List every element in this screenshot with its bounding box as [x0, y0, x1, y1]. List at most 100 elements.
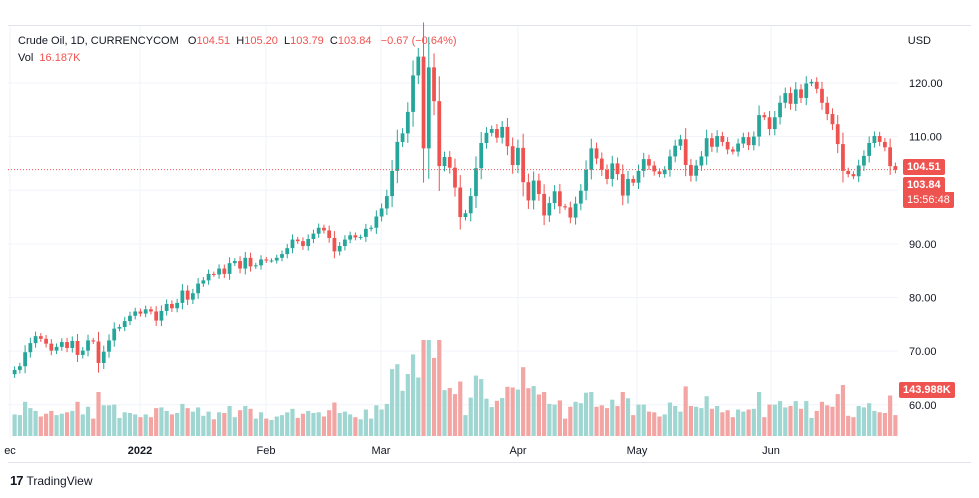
volume-bar [746, 409, 751, 436]
volume-bar [694, 406, 699, 436]
candle-body [694, 165, 699, 176]
volume-bar [311, 413, 316, 436]
candle-body [232, 261, 237, 264]
candle-body [259, 259, 263, 266]
candle-body [222, 268, 227, 274]
tradingview-logo-icon: 17 [10, 473, 24, 488]
volume-bar [610, 399, 615, 436]
volume-bar [494, 400, 500, 436]
candle-body [248, 257, 253, 267]
candle-body [322, 227, 326, 231]
candle-body [820, 88, 824, 103]
volume-bar [216, 412, 222, 436]
candle-body [348, 235, 353, 240]
candle-body [778, 102, 782, 118]
candle-body [715, 136, 720, 147]
brand-name: TradingView [26, 473, 93, 488]
candle-body [757, 115, 761, 137]
volume-bar [783, 407, 788, 436]
volume-bar [521, 367, 526, 436]
volume-bar [295, 417, 300, 436]
candle-body [264, 259, 269, 261]
candle-body [453, 167, 457, 188]
candle-body [846, 170, 851, 175]
candle-body [311, 233, 316, 240]
candle-body [841, 144, 845, 171]
candle-body [379, 208, 384, 217]
candle-body [594, 148, 599, 159]
candle-body [856, 165, 861, 177]
candle-body [327, 230, 332, 238]
volume-bar [452, 394, 458, 436]
x-tick-label: Apr [509, 445, 526, 457]
volume-bar [395, 364, 400, 436]
volume-bar [190, 411, 195, 436]
volume-bar [384, 403, 389, 436]
candle-body [143, 309, 148, 314]
volume-bar [206, 411, 211, 436]
volume-bar [211, 419, 216, 436]
volume-bar [798, 408, 804, 436]
candle-body [500, 126, 505, 138]
volume-bar [825, 405, 830, 436]
volume-bar [872, 410, 877, 436]
candle-body [751, 136, 756, 146]
volume-bar [830, 406, 835, 436]
candle-body [883, 141, 887, 148]
volume-bar [867, 403, 872, 436]
candle-body [825, 102, 830, 115]
candle-body [28, 343, 33, 353]
volume-bar [327, 410, 332, 436]
candle-body [510, 146, 515, 166]
candle-body [23, 352, 27, 367]
volume-bar [38, 416, 43, 436]
candle-body [133, 311, 138, 316]
candle-body [605, 169, 609, 179]
tradingview-logo[interactable]: 17 TradingView [10, 473, 93, 488]
volume-bar [316, 412, 321, 436]
candle-body [426, 67, 431, 149]
volume-bar [75, 401, 80, 436]
volume-bar [515, 389, 521, 436]
candle-body [584, 169, 588, 191]
candle-body [536, 180, 541, 194]
legend-open-label: O [187, 35, 197, 47]
volume-bar [846, 415, 851, 436]
volume-bar [557, 400, 562, 436]
volume-bar [856, 406, 861, 436]
volume-bar [369, 418, 374, 436]
currency-label[interactable]: USD [907, 35, 931, 47]
candle-body [75, 340, 80, 355]
volume-bar [604, 408, 610, 436]
volume-bar [756, 392, 762, 436]
volume-bar [683, 386, 688, 436]
candle-body [710, 138, 714, 147]
candle-body [196, 283, 200, 294]
candle-body [411, 75, 415, 112]
volume-bar [589, 392, 594, 436]
candle-body [363, 228, 368, 237]
candle-body [495, 129, 499, 138]
candle-body [190, 293, 195, 300]
volume-bar [410, 354, 416, 436]
volume-bar [767, 404, 772, 436]
candle-body [101, 351, 106, 363]
x-tick-label: 2022 [128, 445, 152, 457]
legend-change: −0.67 (−0.64%) [380, 35, 457, 47]
volume-bar [809, 417, 814, 436]
candle-body [337, 246, 342, 252]
candle-body [830, 114, 835, 125]
volume-bar [814, 410, 819, 436]
candle-body [70, 340, 75, 348]
volume-bar [709, 408, 714, 436]
candle-body [484, 132, 489, 144]
candle-body [526, 182, 531, 201]
y-tick-label: 80.00 [909, 293, 937, 305]
candle-body [799, 89, 803, 98]
volume-bar [536, 394, 541, 436]
volume-bar [851, 417, 856, 436]
candle-body [170, 303, 174, 309]
candle-body [689, 165, 693, 176]
volume-bar [636, 404, 641, 436]
